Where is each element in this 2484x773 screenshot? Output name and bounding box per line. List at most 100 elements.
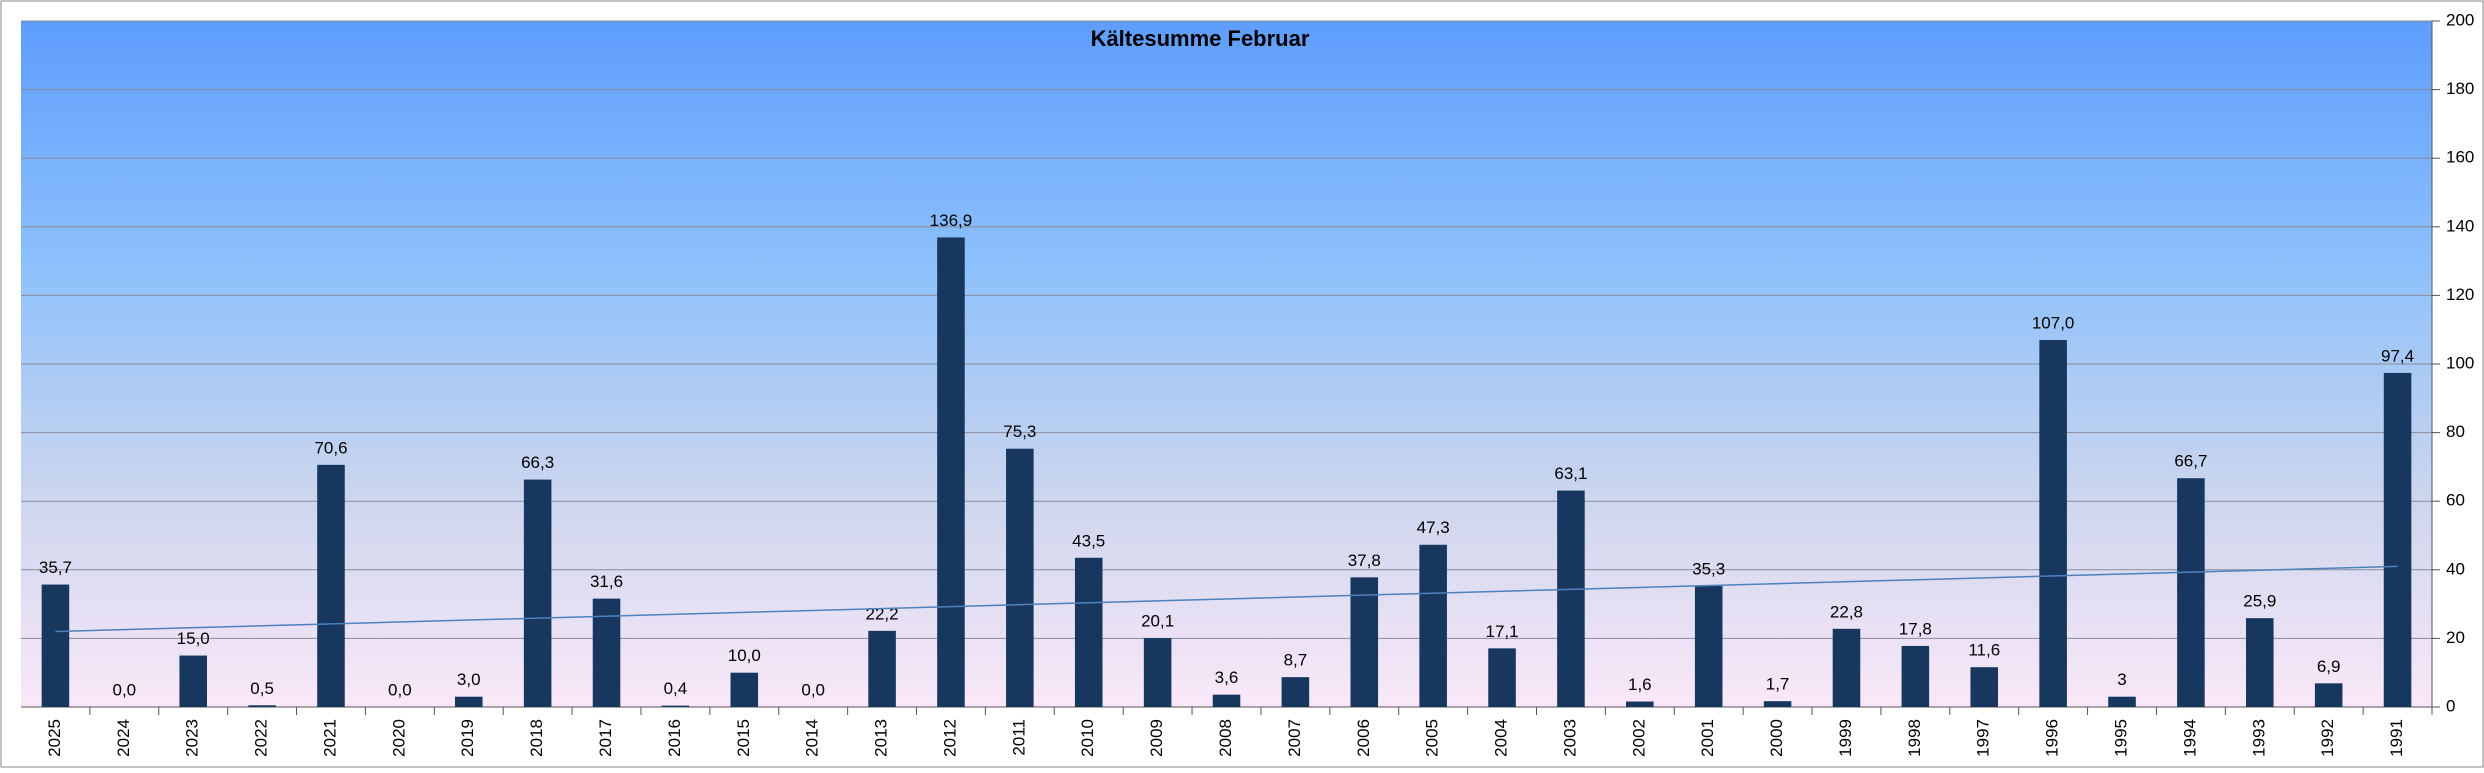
y-tick-label: 200 [2446,10,2474,29]
y-tick-label: 20 [2446,628,2465,647]
x-tick-label: 2023 [183,719,202,757]
x-tick-label: 1999 [1836,719,1855,757]
x-tick-label: 2003 [1560,719,1579,757]
x-tick-label: 2002 [1629,719,1648,757]
value-label: 0,0 [388,680,412,699]
x-tick-label: 1991 [2387,719,2406,757]
bar [1281,677,1310,707]
x-tick-label: 1998 [1905,719,1924,757]
y-tick-label: 100 [2446,353,2474,372]
bar [2314,683,2343,707]
x-tick-label: 2006 [1354,719,1373,757]
bar [1557,490,1585,707]
x-tick-label: 2008 [1216,719,1235,757]
bar [2246,618,2274,707]
value-label: 63,1 [1554,464,1587,483]
x-tick-label: 2000 [1767,719,1786,757]
x-tick-label: 2017 [596,719,615,757]
x-tick-label: 1992 [2318,719,2337,757]
x-tick-label: 2009 [1147,719,1166,757]
bar [41,584,70,707]
bar [592,598,621,707]
value-label: 136,9 [930,211,973,230]
bar [1694,585,1723,707]
x-tick-label: 1995 [2111,719,2130,757]
value-label: 97,4 [2381,346,2414,365]
y-tick-label: 120 [2446,285,2474,304]
value-label: 17,1 [1485,622,1518,641]
x-tick-label: 2004 [1492,719,1511,757]
value-label: 0,0 [801,680,825,699]
x-tick-label: 1996 [2043,719,2062,757]
value-label: 20,1 [1141,612,1174,631]
bar [179,655,207,707]
bar [730,672,759,707]
bar [1419,544,1447,707]
x-tick-label: 2001 [1698,719,1717,757]
value-label: 107,0 [2032,313,2075,332]
value-label: 66,7 [2174,452,2207,471]
bar [1143,638,1172,707]
x-tick-label: 1994 [2180,719,2199,757]
x-tick-label: 2020 [389,719,408,757]
value-label: 37,8 [1348,551,1381,570]
value-label: 66,3 [521,453,554,472]
value-label: 22,8 [1830,602,1863,621]
bar [868,630,896,707]
bar [661,705,690,707]
value-label: 35,3 [1692,559,1725,578]
value-label: 1,6 [1628,675,1652,694]
x-tick-label: 2013 [872,719,891,757]
x-tick-label: 2010 [1078,719,1097,757]
y-tick-label: 140 [2446,216,2474,235]
x-tick-label: 2015 [734,719,753,757]
value-label: 8,7 [1284,651,1308,670]
x-tick-label: 2024 [114,719,133,757]
value-label: 0,0 [113,680,137,699]
value-label: 22,2 [866,604,899,623]
x-tick-label: 2018 [527,719,546,757]
x-tick-label: 2021 [320,719,339,757]
value-label: 6,9 [2317,657,2341,676]
y-tick-label: 80 [2446,422,2465,441]
bar [454,696,483,707]
chart-title: Kältesumme Februar [1091,26,1310,51]
bar [1006,448,1034,707]
bar [317,464,345,707]
value-label: 31,6 [590,572,623,591]
bar [2383,372,2412,707]
x-tick-label: 1993 [2249,719,2268,757]
y-tick-label: 40 [2446,559,2465,578]
bar [937,237,965,708]
value-label: 10,0 [728,646,761,665]
value-label: 47,3 [1417,518,1450,537]
x-tick-label: 2014 [803,719,822,757]
x-tick-label: 2022 [252,719,271,757]
bar [523,479,552,707]
value-label: 3 [2117,670,2126,689]
value-label: 70,6 [314,438,347,457]
x-tick-label: 2005 [1423,719,1442,757]
x-tick-label: 2025 [45,719,64,757]
bar [1626,701,1654,707]
value-label: 43,5 [1072,531,1105,550]
y-tick-label: 0 [2446,696,2455,715]
y-tick-label: 60 [2446,491,2465,510]
bar [1901,645,1930,707]
bar [1212,694,1241,707]
bar [2177,478,2205,707]
value-label: 75,3 [1003,422,1036,441]
x-tick-label: 2007 [1285,719,1304,757]
value-label: 0,4 [664,679,688,698]
bar [1970,667,1999,707]
bar [1488,648,1516,707]
y-tick-label: 180 [2446,79,2474,98]
x-tick-label: 1997 [1974,719,1993,757]
x-tick-label: 2011 [1009,719,1028,756]
bar [1832,628,1861,707]
x-tick-label: 2019 [458,719,477,757]
value-label: 17,8 [1899,619,1932,638]
bar [248,705,276,707]
value-label: 25,9 [2243,592,2276,611]
